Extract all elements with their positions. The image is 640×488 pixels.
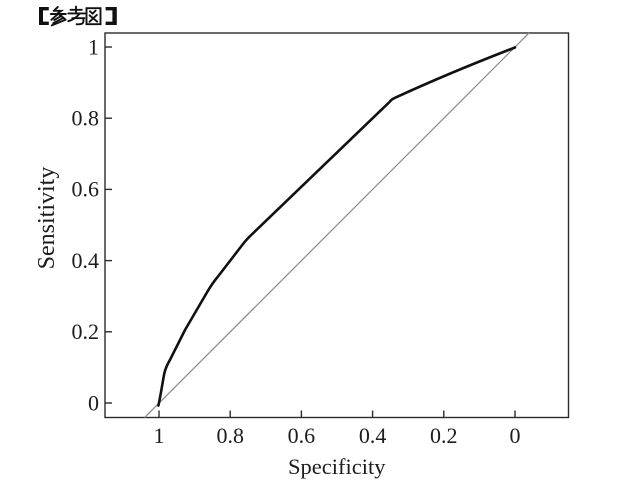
svg-text:1: 1: [88, 34, 99, 59]
svg-text:Sensitivity: Sensitivity: [34, 167, 60, 270]
svg-text:Specificity: Specificity: [288, 454, 386, 479]
svg-text:0.8: 0.8: [72, 106, 100, 131]
svg-text:0.6: 0.6: [72, 177, 100, 202]
svg-text:0.4: 0.4: [359, 423, 387, 448]
svg-text:0: 0: [510, 423, 521, 448]
svg-text:0.8: 0.8: [216, 423, 244, 448]
svg-text:0.6: 0.6: [288, 423, 316, 448]
svg-text:1: 1: [154, 423, 165, 448]
svg-text:0.2: 0.2: [430, 423, 458, 448]
svg-text:0: 0: [88, 390, 99, 415]
svg-text:0.4: 0.4: [72, 248, 100, 273]
svg-text:0.2: 0.2: [72, 319, 100, 344]
